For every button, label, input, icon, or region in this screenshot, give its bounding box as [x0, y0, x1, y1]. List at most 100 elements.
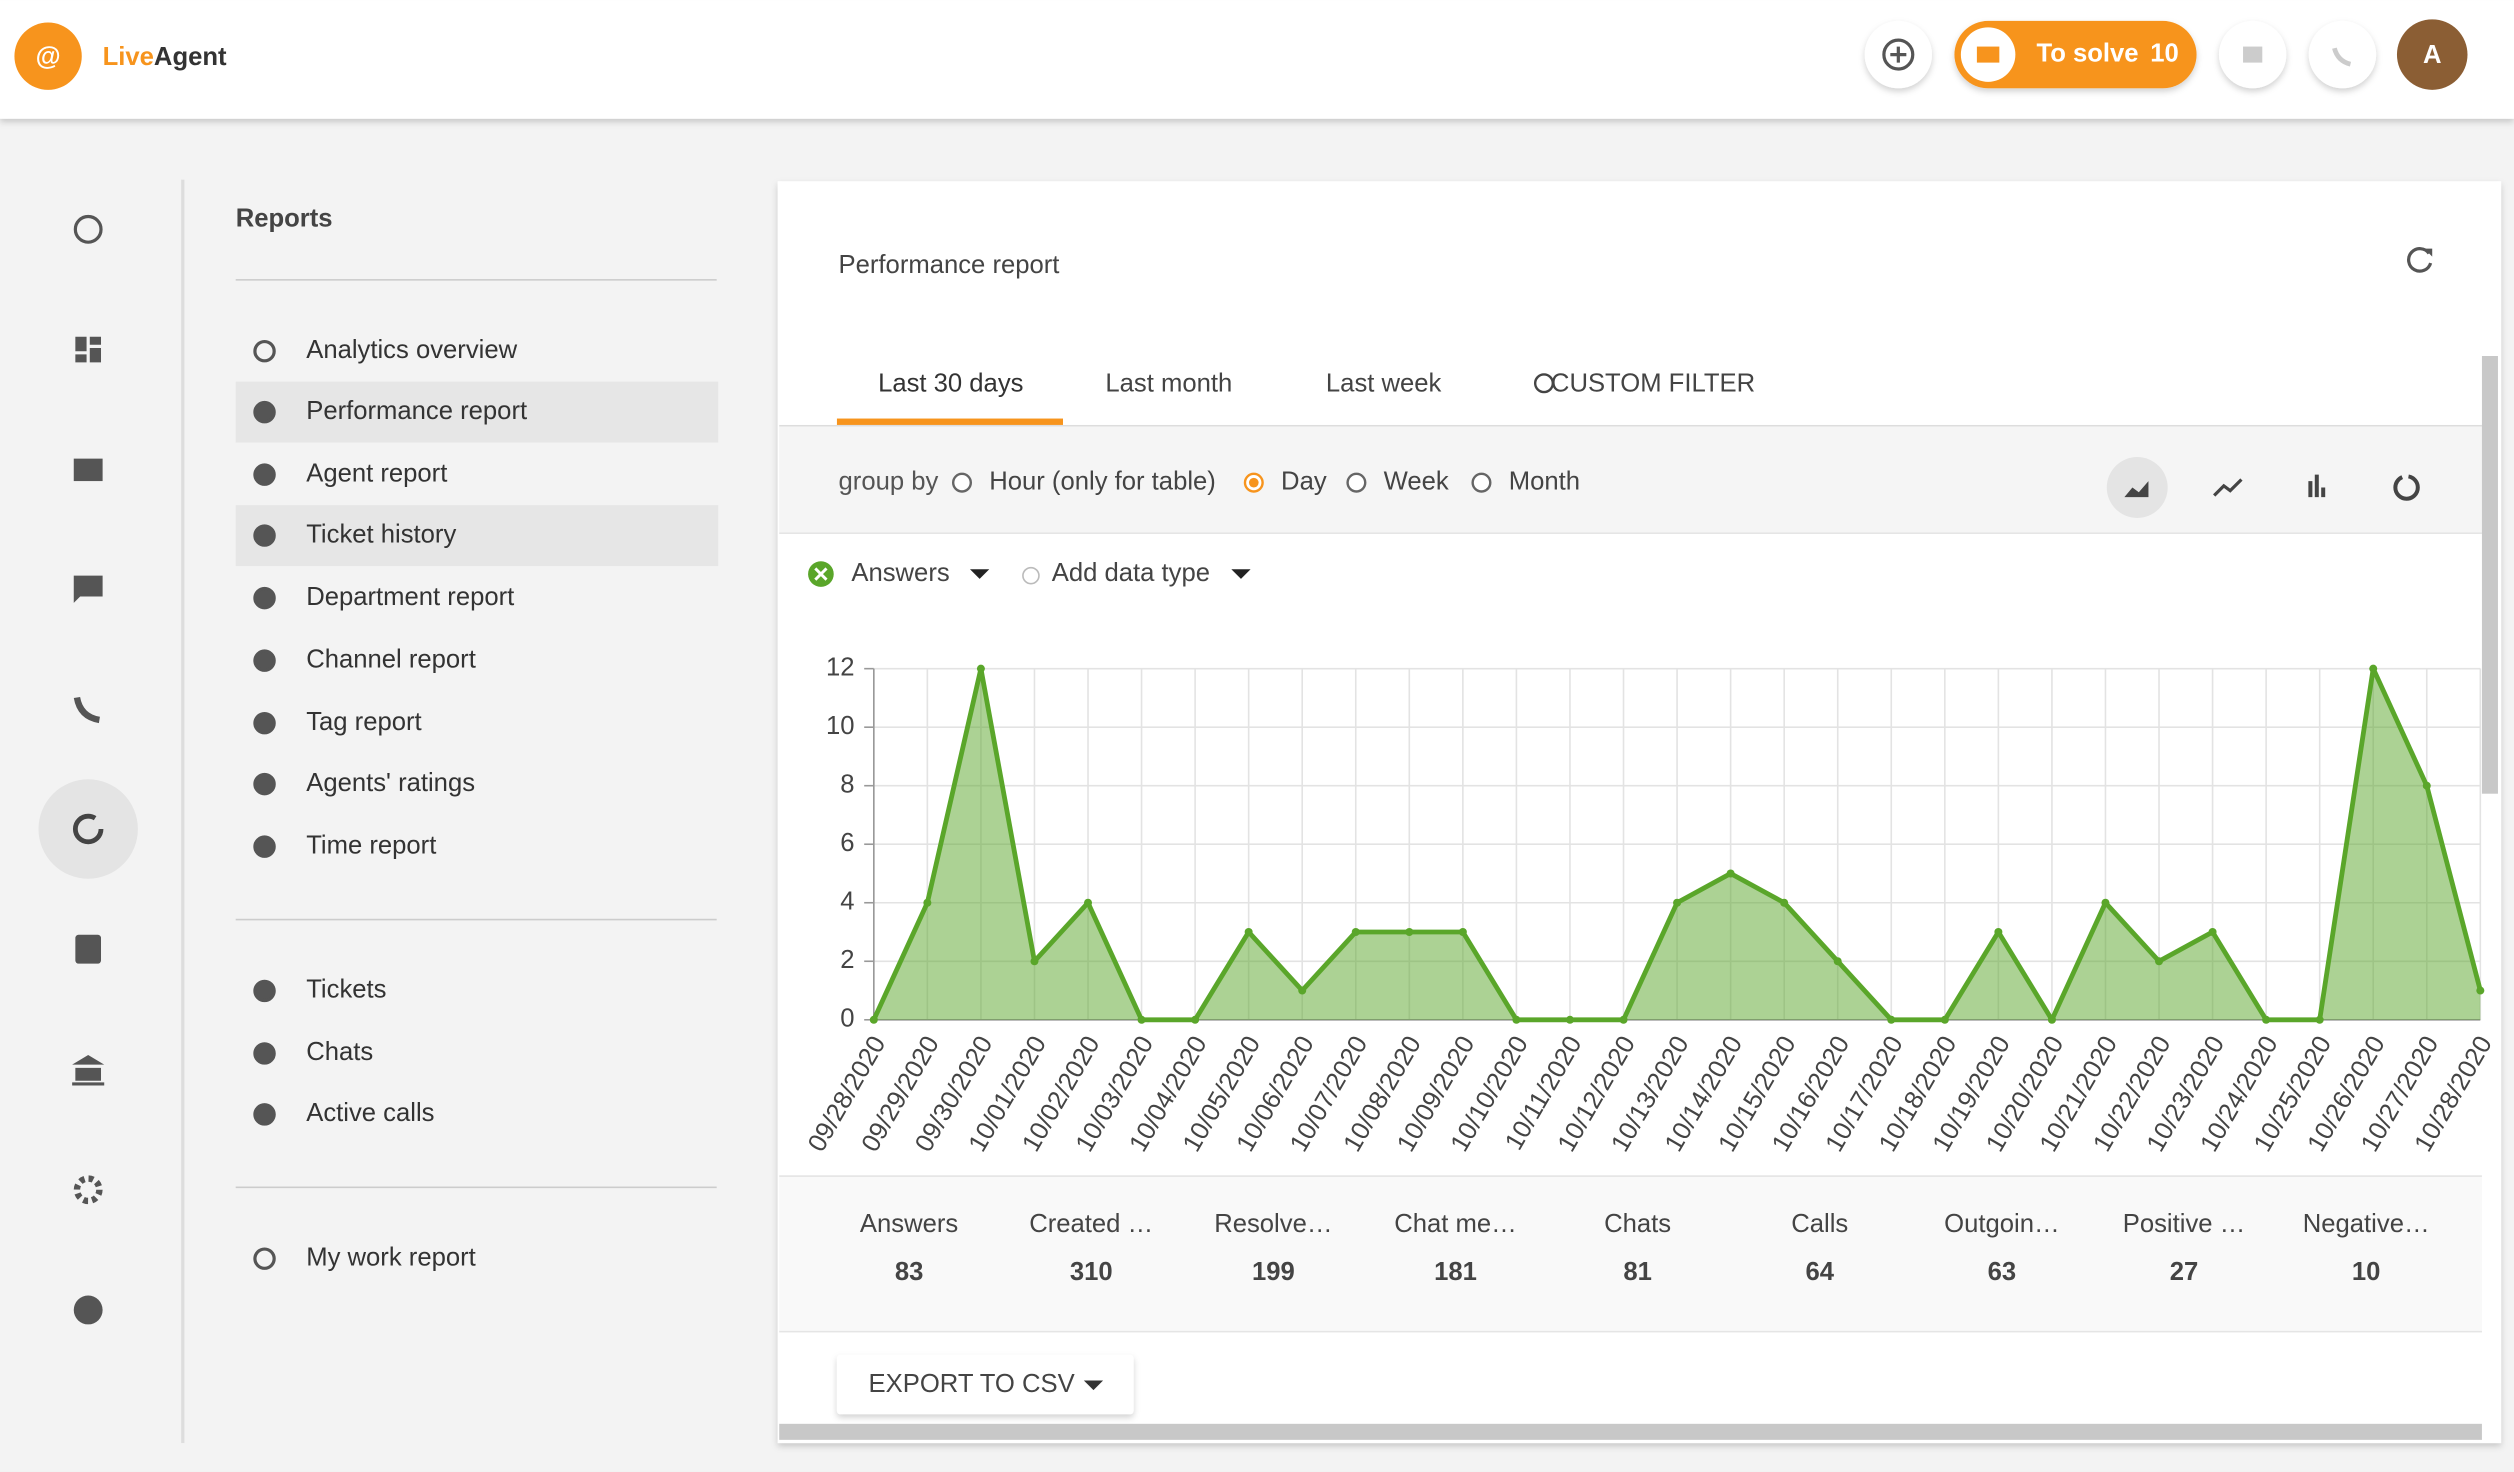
point [1994, 928, 2002, 936]
point [1030, 957, 1038, 965]
summary-value: 63 [1988, 1258, 2017, 1286]
radio[interactable] [1023, 568, 1039, 584]
menu-item[interactable]: Tickets [306, 976, 386, 1004]
logo-part: Live [103, 43, 154, 71]
export-label: EXPORT TO CSV [869, 1370, 1075, 1398]
menu-item[interactable]: Chats [306, 1038, 373, 1066]
toolbar-divider [779, 532, 2482, 534]
point [1512, 1016, 1520, 1024]
y-tick-label: 10 [826, 712, 855, 740]
horizontal-scrollbar[interactable] [779, 1424, 2482, 1440]
menu-item[interactable]: Performance report [306, 397, 527, 425]
point [1405, 928, 1413, 936]
summary-label: Negative… [2303, 1210, 2430, 1238]
menu-icon [255, 981, 274, 1000]
y-tick-label: 12 [826, 653, 855, 681]
avatar-letter: A [2423, 41, 2442, 69]
summary-value: 27 [2170, 1258, 2199, 1286]
point [1191, 1016, 1199, 1024]
summary-value: 81 [1623, 1258, 1652, 1286]
menu-item[interactable]: Analytics overview [306, 336, 517, 364]
tab[interactable]: Last month [1105, 370, 1232, 398]
summary-label: Positive … [2123, 1210, 2246, 1238]
to-solve-label: To solve [2036, 39, 2138, 67]
menu-item[interactable]: Tag report [306, 708, 421, 736]
rail-icon[interactable] [74, 1296, 103, 1325]
menu-item[interactable]: Agent report [306, 459, 447, 487]
radio[interactable] [1473, 474, 1491, 492]
menu-item[interactable]: Agents' ratings [306, 769, 475, 797]
group-by-label: group by [839, 467, 939, 495]
menu-icon [255, 526, 274, 545]
point [2048, 1016, 2056, 1024]
menu-item[interactable]: Active calls [306, 1099, 434, 1127]
point [977, 665, 985, 673]
point [1887, 1016, 1895, 1024]
rail-divider [181, 180, 184, 1443]
menu-icon [255, 774, 274, 793]
y-tick-label: 2 [840, 946, 854, 974]
summary-label: Chats [1604, 1210, 1671, 1238]
tab[interactable]: Last 30 days [878, 370, 1023, 398]
menu-divider [236, 279, 717, 281]
menu-item[interactable]: Channel report [306, 645, 476, 673]
y-tick-label: 6 [840, 829, 854, 857]
menu-divider [236, 1187, 717, 1189]
summary-band [779, 1175, 2482, 1332]
rail-icon[interactable] [75, 935, 101, 964]
logo-at: @ [36, 43, 61, 71]
menu-icon [255, 403, 274, 422]
menu-icon [255, 1044, 274, 1063]
radio[interactable] [953, 474, 971, 492]
call-button[interactable] [2309, 21, 2376, 88]
rail-active [38, 779, 137, 878]
menu-icon [255, 837, 274, 856]
y-tick-label: 8 [840, 770, 854, 798]
point [1459, 928, 1467, 936]
point [1245, 928, 1253, 936]
menu-item[interactable]: Department report [306, 583, 514, 611]
menu-item[interactable]: Ticket history [306, 520, 456, 548]
mail-icon [1977, 47, 1999, 63]
point [1673, 899, 1681, 907]
point [2101, 899, 2109, 907]
point [2423, 782, 2431, 790]
point [1298, 987, 1306, 995]
report-title: Performance report [839, 251, 1060, 279]
point [1834, 957, 1842, 965]
y-tick-label: 0 [840, 1005, 854, 1033]
menu-icon [255, 465, 274, 484]
menu-item[interactable]: My work report [306, 1243, 476, 1271]
menu-icon [255, 1105, 274, 1124]
legend-entry: Answers [851, 559, 949, 587]
summary-value: 310 [1070, 1258, 1113, 1286]
tab-underline [837, 419, 1063, 425]
point [870, 1016, 878, 1024]
chart-type-active [2107, 457, 2168, 518]
rail-icon[interactable] [74, 459, 103, 481]
menu-item[interactable]: Time report [306, 831, 436, 859]
summary-value: 199 [1252, 1258, 1295, 1286]
menu-icon [255, 588, 274, 607]
radio[interactable] [1348, 474, 1366, 492]
point [2209, 928, 2217, 936]
radio-label: Day [1281, 467, 1327, 495]
point [1780, 899, 1788, 907]
tab[interactable]: Last week [1326, 370, 1442, 398]
summary-value: 64 [1805, 1258, 1834, 1286]
summary-value: 181 [1434, 1258, 1477, 1286]
point [2155, 957, 2163, 965]
point [1138, 1016, 1146, 1024]
radio-label: Hour (only for table) [989, 467, 1216, 495]
menu-divider [236, 919, 717, 921]
point [2316, 1016, 2324, 1024]
vertical-scrollbar[interactable] [2482, 356, 2498, 794]
tab[interactable]: CUSTOM FILTER [1551, 370, 1755, 398]
summary-label: Created … [1029, 1210, 1153, 1238]
to-solve-count: 10 [2150, 39, 2179, 67]
point [2369, 665, 2377, 673]
point [2476, 987, 2484, 995]
add-data-type[interactable]: Add data type [1052, 559, 1210, 587]
